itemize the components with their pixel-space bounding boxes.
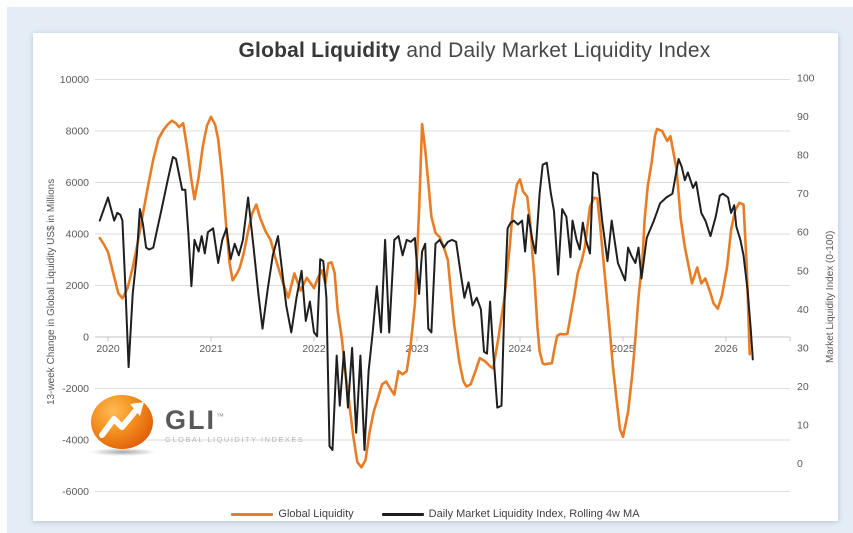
chart-title: Global Liquidity and Daily Market Liquid… <box>33 38 838 64</box>
svg-text:2020: 2020 <box>96 343 120 355</box>
svg-text:2022: 2022 <box>302 343 326 355</box>
gli-logo: GLI™ GLOBAL LIQUIDITY INDEXES <box>90 395 304 456</box>
svg-text:-4000: -4000 <box>62 435 89 447</box>
svg-text:70: 70 <box>797 188 809 200</box>
svg-text:-2000: -2000 <box>62 383 89 395</box>
chart-title-bold: Global Liquidity <box>238 39 401 62</box>
svg-text:6000: 6000 <box>66 177 90 189</box>
svg-text:0: 0 <box>83 332 89 344</box>
left-axis-title: 13-week Change in Global Liquidity US$ i… <box>46 178 57 405</box>
svg-text:100: 100 <box>797 73 815 85</box>
legend-label-daily-market-liquidity: Daily Market Liquidity Index, Rolling 4w… <box>428 508 640 520</box>
svg-text:2025: 2025 <box>611 343 635 355</box>
svg-text:30: 30 <box>797 342 809 354</box>
svg-text:2000: 2000 <box>66 280 90 292</box>
svg-text:2024: 2024 <box>508 343 532 355</box>
svg-text:20: 20 <box>797 381 809 393</box>
chart-title-regular: and Daily Market Liquidity Index <box>400 39 711 62</box>
legend-swatch-orange <box>231 512 274 516</box>
svg-text:-6000: -6000 <box>62 486 89 498</box>
legend-swatch-black <box>381 512 424 516</box>
legend-item-global-liquidity: Global Liquidity <box>231 508 354 520</box>
trend-arrow-icon <box>99 402 144 438</box>
gli-logo-subtext: GLOBAL LIQUIDITY INDEXES <box>165 435 305 444</box>
svg-text:2021: 2021 <box>199 343 223 355</box>
gli-logo-globe <box>90 395 156 456</box>
svg-text:80: 80 <box>797 150 809 162</box>
chart-legend: Global Liquidity Daily Market Liquidity … <box>33 508 838 520</box>
svg-text:90: 90 <box>797 111 809 123</box>
svg-text:60: 60 <box>797 227 809 239</box>
chart-panel: Global Liquidity and Daily Market Liquid… <box>33 33 838 521</box>
svg-text:50: 50 <box>797 265 809 277</box>
svg-text:0: 0 <box>797 458 803 470</box>
gli-logo-name-text: GLI <box>165 405 216 435</box>
svg-text:8000: 8000 <box>66 126 90 138</box>
svg-text:10: 10 <box>797 419 809 431</box>
legend-item-daily-market-liquidity: Daily Market Liquidity Index, Rolling 4w… <box>381 508 640 520</box>
svg-text:10000: 10000 <box>60 74 89 86</box>
legend-label-global-liquidity: Global Liquidity <box>278 508 354 520</box>
right-axis-title: Market Liquidity Index (0-100) <box>825 230 836 363</box>
gli-logo-shadow <box>90 448 156 456</box>
trademark-symbol: ™ <box>216 412 224 421</box>
svg-text:4000: 4000 <box>66 229 90 241</box>
gli-logo-name: GLI™ <box>165 403 304 434</box>
liquidity-line-chart: 1000080006000400020000-2000-4000-6000100… <box>60 73 815 499</box>
svg-text:2026: 2026 <box>714 343 738 355</box>
gli-logo-texts: GLI™ GLOBAL LIQUIDITY INDEXES <box>165 403 304 444</box>
svg-text:40: 40 <box>797 304 809 316</box>
